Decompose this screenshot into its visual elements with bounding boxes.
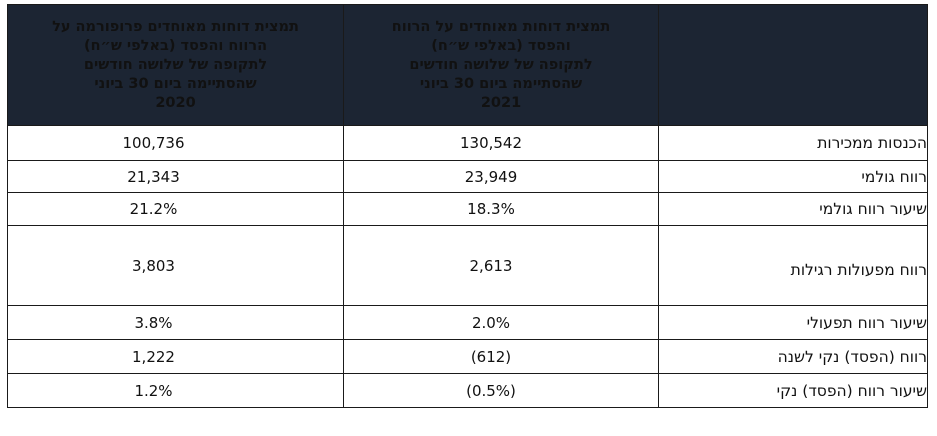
cell-2021: 2,613 <box>343 225 659 306</box>
table-row: 3,803 2,613 רווח מפעולות רגילות <box>7 225 928 306</box>
cell-2021: (0.5%) <box>343 373 659 408</box>
cell-2020: 1.2% <box>7 373 344 408</box>
row-label: שיעור רווח תפעולי <box>658 305 928 340</box>
row-label: רווח גולמי <box>658 160 928 193</box>
cell-2021: 23,949 <box>343 160 659 193</box>
cell-2021: 2.0% <box>343 305 659 340</box>
cell-2020: 3.8% <box>7 305 344 340</box>
table-row: 21.2% 18.3% שיעור רווח גולמי <box>7 192 928 226</box>
table-row: 21,343 23,949 רווח גולמי <box>7 160 928 193</box>
table-row: 3.8% 2.0% שיעור רווח תפעולי <box>7 305 928 340</box>
cell-2021: 130,542 <box>343 125 659 161</box>
header-2021-line: לתקופה של שלושה חודשים <box>409 56 593 73</box>
header-label-column <box>658 4 928 126</box>
header-2021-line: והפסד (באלפי ש״ח) <box>431 37 571 54</box>
row-label: שיעור רווח (הפסד) נקי <box>658 373 928 408</box>
cell-2020: 21.2% <box>7 192 344 226</box>
row-label: רווח (הפסד) נקי לשנה <box>658 339 928 374</box>
header-2020-line: לתקופה של שלושה חודשים <box>83 56 268 73</box>
header-2021-line: תמצית דוחות מאוחדים על הרווח <box>391 18 611 35</box>
cell-2020: 1,222 <box>7 339 344 374</box>
header-2021-year: 2021 <box>480 94 522 111</box>
header-2020-year: 2020 <box>155 94 196 111</box>
row-label: שיעור רווח גולמי <box>658 192 928 226</box>
header-2021-line: שהסתיימה ביום 30 ביוני <box>419 75 583 92</box>
financial-summary-table: תמצית דוחות מאוחדים פרופורמה על הרווח וה… <box>7 4 928 408</box>
header-2020-line: תמצית דוחות מאוחדים פרופורמה על <box>52 18 299 35</box>
row-label: הכנסות ממכירות <box>658 125 928 161</box>
row-label: רווח מפעולות רגילות <box>658 225 928 306</box>
table-row: 100,736 130,542 הכנסות ממכירות <box>7 125 928 161</box>
cell-2020: 3,803 <box>7 225 344 306</box>
header-row: תמצית דוחות מאוחדים פרופורמה על הרווח וה… <box>7 4 928 126</box>
cell-2021: 18.3% <box>343 192 659 226</box>
table-row: 1,222 (612) רווח (הפסד) נקי לשנה <box>7 339 928 374</box>
header-2020: תמצית דוחות מאוחדים פרופורמה על הרווח וה… <box>7 4 344 126</box>
cell-2020: 21,343 <box>7 160 344 193</box>
cell-2021: (612) <box>343 339 659 374</box>
table-row: 1.2% (0.5%) שיעור רווח (הפסד) נקי <box>7 373 928 408</box>
cell-2020: 100,736 <box>7 125 344 161</box>
header-2020-line: הרווח והפסד (באלפי ש״ח) <box>83 37 268 54</box>
header-2021: תמצית דוחות מאוחדים על הרווח והפסד (באלפ… <box>343 4 659 126</box>
header-2020-line: שהסתיימה ביום 30 ביוני <box>94 75 257 92</box>
